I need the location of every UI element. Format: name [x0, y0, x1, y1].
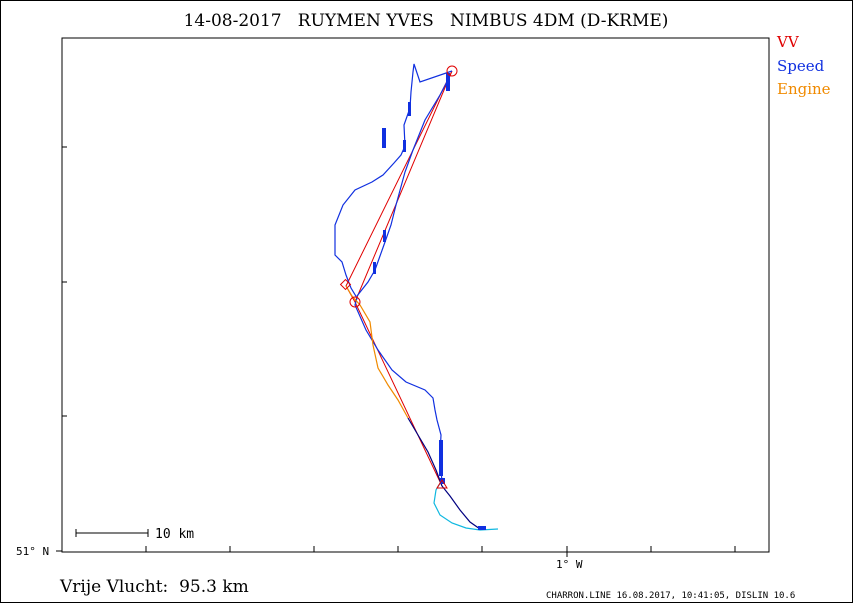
speed-markers — [373, 73, 486, 530]
start-point-marker — [349, 296, 361, 308]
plot-area-border — [61, 37, 770, 553]
legend-engine: Engine — [777, 80, 831, 98]
flight-track — [334, 63, 453, 483]
free-flight-distance: Vrije Vlucht: 95.3 km — [59, 577, 249, 597]
task-route — [345, 70, 453, 487]
bottom-axis-ticks — [145, 546, 736, 557]
turnpoint-marker — [446, 65, 458, 77]
longitude-label: 1° W — [556, 558, 583, 571]
map-title: 14-08-2017 RUYMEN YVES NIMBUS 4DM (D-KRM… — [184, 11, 669, 31]
credits-text: CHARRON.LINE 16.08.2017, 10:41:05, DISLI… — [546, 591, 795, 601]
final-segment — [433, 479, 499, 531]
legend-vv: VV — [776, 33, 800, 51]
start-trail — [407, 417, 481, 530]
engine-segment — [345, 285, 409, 419]
left-axis-ticks — [56, 146, 67, 552]
turnpoint-diamond — [339, 278, 352, 291]
latitude-label: 51° N — [16, 545, 49, 558]
finish-triangle-marker — [436, 479, 448, 489]
scale-bar-label: 10 km — [155, 527, 194, 542]
legend-speed: Speed — [777, 57, 825, 75]
scale-bar — [75, 529, 149, 537]
